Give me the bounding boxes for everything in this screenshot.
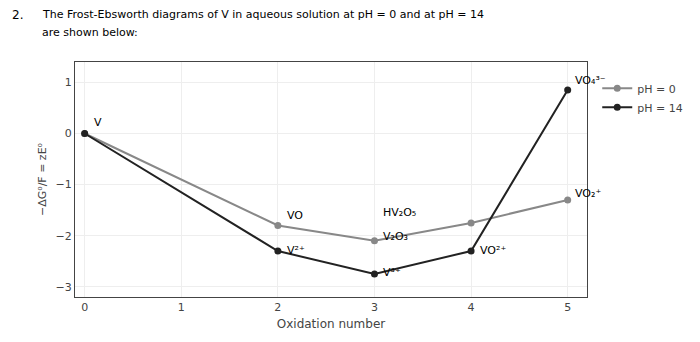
svg-text:The Frost-Ebsworth diagrams of: The Frost-Ebsworth diagrams of V in aque… (42, 8, 484, 21)
svg-text:4: 4 (468, 301, 475, 314)
svg-text:−2: −2 (56, 230, 72, 243)
svg-text:−ΔG⁰/F = zE⁰: −ΔG⁰/F = zE⁰ (36, 142, 49, 216)
svg-text:VO: VO (287, 209, 303, 222)
svg-text:V²⁺: V²⁺ (287, 244, 305, 257)
svg-text:V³⁺: V³⁺ (383, 266, 401, 279)
svg-text:0: 0 (65, 127, 72, 140)
svg-text:VO₄³⁻: VO₄³⁻ (575, 74, 606, 87)
svg-text:2.: 2. (12, 8, 23, 22)
svg-text:−1: −1 (56, 178, 72, 191)
svg-text:V: V (94, 116, 102, 129)
svg-text:V₂O₃: V₂O₃ (383, 230, 408, 243)
svg-text:1: 1 (65, 76, 72, 89)
svg-text:pH = 0: pH = 0 (637, 83, 675, 96)
svg-text:5: 5 (564, 301, 571, 314)
svg-text:2: 2 (274, 301, 281, 314)
svg-text:are shown below:: are shown below: (42, 26, 138, 39)
svg-text:VO²⁺: VO²⁺ (480, 244, 506, 257)
svg-text:pH = 14: pH = 14 (637, 102, 682, 115)
svg-text:−3: −3 (56, 281, 72, 294)
svg-text:VO₂⁺: VO₂⁺ (575, 187, 601, 200)
svg-text:Oxidation number: Oxidation number (277, 317, 386, 331)
svg-text:0: 0 (81, 301, 88, 314)
svg-text:1: 1 (178, 301, 185, 314)
svg-text:3: 3 (371, 301, 378, 314)
svg-text:HV₂O₅: HV₂O₅ (383, 206, 416, 219)
